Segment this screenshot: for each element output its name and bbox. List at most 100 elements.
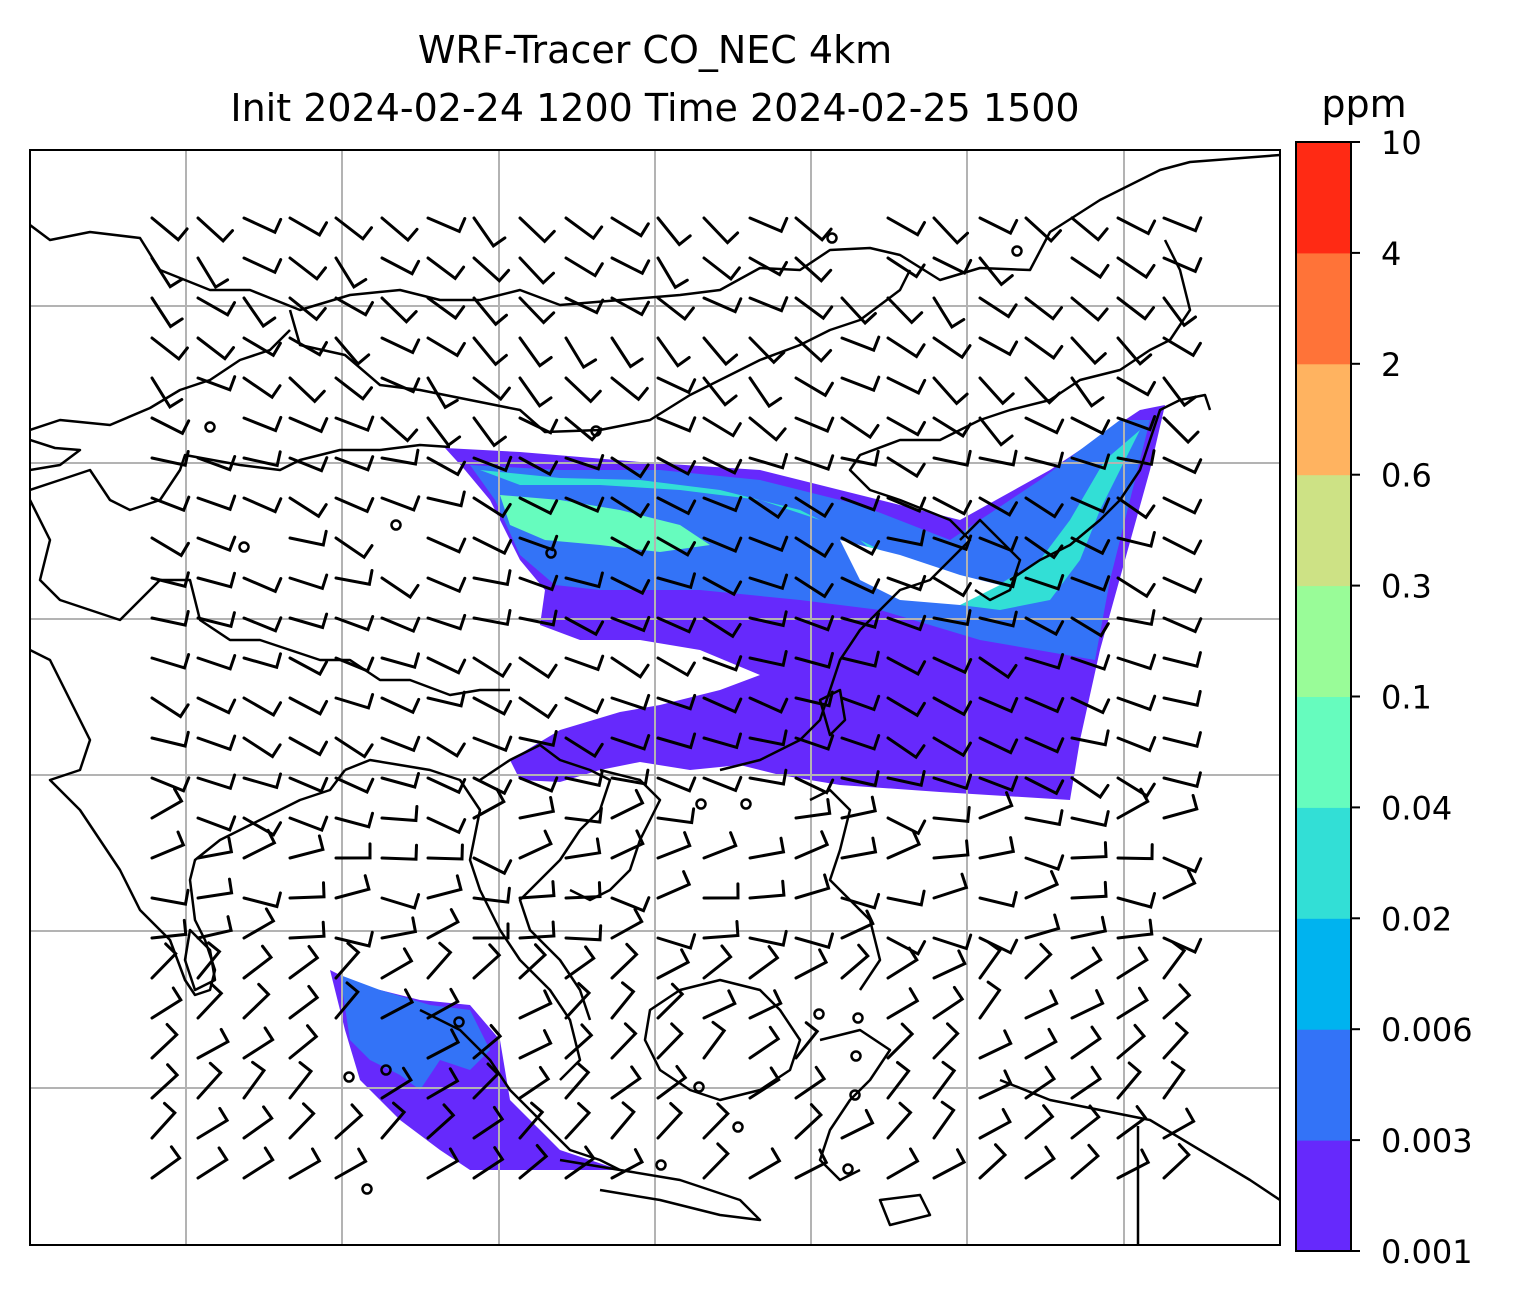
wind-barb [794, 1148, 829, 1180]
wind-barb [794, 256, 833, 283]
wind-barb [1116, 1148, 1151, 1180]
wind-barb [610, 693, 651, 711]
wind-barb [288, 834, 325, 860]
wind-barb [656, 256, 689, 290]
wind-barb [794, 1065, 827, 1100]
wind-barb [610, 829, 645, 860]
wind-barb [150, 653, 191, 670]
wind-barb [1116, 576, 1156, 599]
wind-barb [196, 1027, 230, 1060]
wind-barb [150, 1063, 180, 1100]
wind-barb [1070, 696, 1111, 715]
wind-barb [978, 890, 1018, 908]
wind-barb [886, 696, 926, 718]
wind-barb [518, 296, 556, 325]
wind-barb [288, 1061, 314, 1100]
wind-barb [242, 907, 276, 940]
wind-barb [702, 882, 740, 900]
wind-barb [334, 615, 375, 632]
wind-barb [426, 776, 467, 795]
wind-barb [656, 496, 697, 516]
wind-barb [380, 296, 418, 324]
wind-barb [334, 536, 374, 560]
coast-korea [959, 518, 1022, 602]
wind-barb [932, 576, 972, 598]
wind-barb [1070, 1065, 1103, 1100]
wind-barb [1116, 609, 1156, 627]
wind-barb [150, 495, 191, 513]
wind-barb [1162, 940, 1187, 980]
wind-barb [150, 696, 190, 719]
wind-barb [196, 336, 235, 361]
wind-barb [932, 376, 969, 406]
wind-barb [472, 256, 511, 283]
wind-barb [840, 734, 881, 751]
wind-barb [242, 1026, 275, 1060]
wind-barb [1024, 870, 1060, 900]
wind-barb [610, 1101, 636, 1140]
wind-barb [1116, 787, 1150, 820]
wind-barb [1024, 1065, 1057, 1100]
wind-barb [748, 535, 789, 553]
wind-barb [472, 569, 512, 587]
wind-barb [1070, 536, 1111, 556]
wind-barb [886, 770, 926, 787]
calm-wind-circle [380, 1064, 392, 1076]
wind-barb [518, 456, 559, 477]
wind-barb [610, 896, 651, 913]
wind-barb [1024, 989, 1059, 1020]
wind-barb [380, 805, 419, 823]
wind-barb [840, 449, 880, 467]
wind-barb [564, 1061, 591, 1100]
coast-russia-north [30, 153, 1280, 312]
wind-barb [472, 776, 513, 796]
coast-central-asia [30, 443, 451, 512]
wind-barb [518, 796, 556, 820]
wind-barb [564, 454, 605, 471]
wind-barb [426, 416, 462, 448]
wind-barb [794, 873, 831, 900]
wind-barb [1070, 575, 1111, 592]
wind-barb [426, 456, 466, 477]
calm-wind-circle [693, 1081, 705, 1093]
wind-barb [380, 416, 419, 443]
wind-barb [978, 256, 1014, 287]
wind-barb [656, 336, 691, 368]
wind-barb [518, 829, 553, 860]
wind-barb [150, 888, 190, 906]
map-frame [29, 149, 1281, 1246]
wind-barb [794, 615, 835, 632]
wind-barb [610, 768, 650, 786]
wind-barb [518, 1065, 551, 1100]
wind-barb [564, 696, 605, 715]
wind-barb [242, 296, 277, 329]
wind-barb [610, 942, 639, 980]
wind-barb [702, 989, 737, 1020]
wind-barb [1116, 986, 1149, 1020]
wind-barb [748, 452, 789, 470]
wind-barb [932, 949, 967, 980]
wind-barb [932, 416, 972, 438]
wind-barb [564, 376, 602, 404]
wind-barb [564, 1023, 594, 1060]
wind-barb [794, 948, 829, 980]
wind-barb [840, 836, 878, 860]
wind-barb [656, 1022, 684, 1060]
wind-barb [932, 1100, 956, 1140]
wind-barb [886, 889, 926, 907]
wind-barb [932, 872, 969, 900]
wind-barb [426, 941, 453, 980]
wind-barb [288, 984, 320, 1020]
wind-barb [932, 806, 971, 824]
wind-barb [932, 496, 973, 516]
wind-barb [242, 652, 282, 670]
wind-barb [1024, 616, 1065, 637]
wind-barb [1162, 256, 1203, 274]
wind-barb [1024, 913, 1061, 940]
plume-clear-gap [840, 540, 1000, 605]
wind-barb [978, 1108, 1012, 1140]
wind-barb [564, 982, 592, 1020]
wind-barb [656, 572, 696, 590]
wind-barb [196, 815, 237, 832]
coast-india-west [30, 648, 346, 997]
